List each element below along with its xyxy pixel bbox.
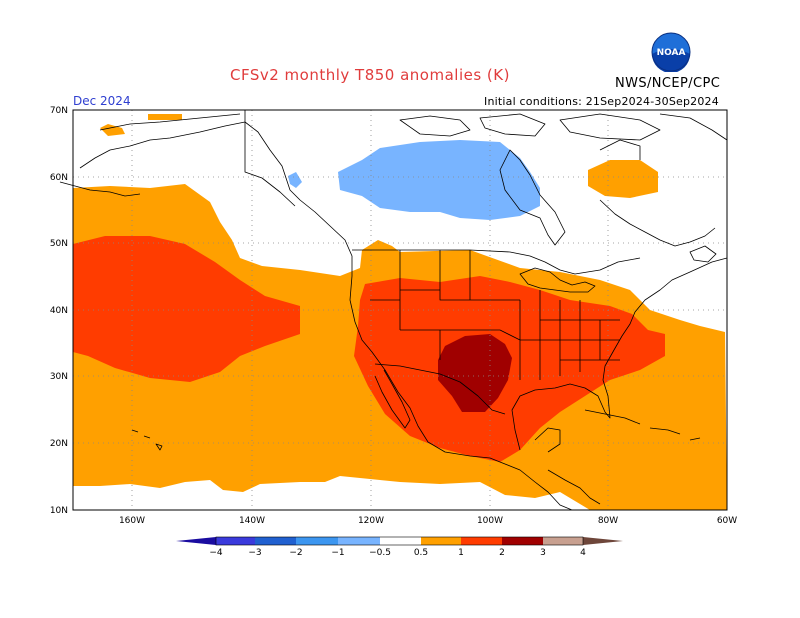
lon-label: 140W — [239, 516, 265, 526]
anomaly-minus-0.5-1-region — [288, 172, 302, 188]
colorbar-label: −3 — [248, 548, 261, 558]
map-title: CFSv2 monthly T850 anomalies (K) — [230, 66, 510, 84]
colorbar-label: −4 — [209, 548, 223, 558]
noaa-logo: NOAA — [651, 32, 691, 72]
longitude-labels: 160W 140W 120W 100W 80W 60W — [119, 516, 737, 526]
latitude-labels: 70N 60N 50N 40N 30N 20N 10N — [50, 106, 68, 516]
colorbar-label: −2 — [289, 548, 302, 558]
colorbar-swatch — [502, 537, 543, 545]
lon-label: 160W — [119, 516, 145, 526]
colorbar-label: 1 — [458, 548, 464, 558]
colorbar-label: 0.5 — [414, 548, 428, 558]
lon-label: 60W — [717, 516, 737, 526]
agency-label: NWS/NCEP/CPC — [615, 76, 721, 91]
lon-label: 120W — [358, 516, 384, 526]
lat-label: 20N — [50, 439, 68, 449]
anomaly-2-3-region — [438, 334, 512, 412]
colorbar-swatch — [296, 537, 338, 545]
anomaly-0.5-1-region — [148, 114, 182, 120]
gridlines — [73, 110, 727, 510]
colorbar-swatch — [255, 537, 296, 545]
colorbar-arrow-high — [583, 537, 623, 545]
anomaly-0.5-1-region — [100, 124, 125, 136]
colorbar-swatch — [380, 537, 421, 545]
colorbar-swatch — [421, 537, 461, 545]
lon-label: 100W — [477, 516, 503, 526]
lat-label: 10N — [50, 506, 68, 516]
map-frame — [72, 109, 728, 511]
lat-label: 30N — [50, 372, 68, 382]
land-outlines — [59, 110, 728, 511]
lat-label: 50N — [50, 239, 68, 249]
anomaly-fields — [73, 114, 727, 510]
lat-label: 70N — [50, 106, 68, 116]
colorbar-swatch — [543, 537, 583, 545]
lon-label: 80W — [598, 516, 618, 526]
initial-conditions: Initial conditions: 21Sep2024-30Sep2024 — [484, 95, 719, 108]
colorbar-swatch — [216, 537, 255, 545]
colorbar-swatch — [338, 537, 380, 545]
lat-label: 40N — [50, 306, 68, 316]
valid-month: Dec 2024 — [73, 94, 131, 108]
colorbar: −4 −3 −2 −1 −0.5 0.5 1 2 3 4 — [176, 536, 623, 558]
colorbar-label: 3 — [540, 548, 546, 558]
anomaly-0.5-1-region — [588, 160, 658, 198]
lat-label: 60N — [50, 173, 68, 183]
colorbar-label: 2 — [499, 548, 505, 558]
colorbar-label: −1 — [331, 548, 344, 558]
colorbar-label: −0.5 — [369, 548, 391, 558]
anomaly-minus-0.5-1-region — [338, 140, 540, 220]
colorbar-label: 4 — [580, 548, 586, 558]
colorbar-arrow-low — [176, 537, 216, 545]
noaa-logo-text: NOAA — [657, 48, 686, 58]
colorbar-swatch — [461, 537, 502, 545]
anomaly-1-2-region — [73, 236, 300, 382]
